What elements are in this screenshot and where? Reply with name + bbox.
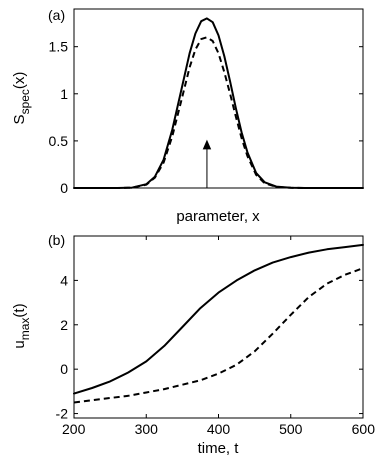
panel-a-series-solid bbox=[73, 17, 364, 189]
panel-a-arrow bbox=[202, 139, 212, 188]
panel-a-axes-frame bbox=[73, 8, 364, 189]
panel-a-y-tick-label: 0 bbox=[60, 180, 68, 196]
panel-a: (a) 0 0.5 1 1.5 parameter, x Sspec(x) bbox=[11, 7, 364, 225]
panel-b-series-solid bbox=[73, 243, 364, 395]
panel-a-y-axis-label: Sspec(x) bbox=[11, 72, 32, 125]
panel-b-y-tick-label: 0 bbox=[60, 361, 68, 377]
panel-a-y-tick-label: 1.5 bbox=[49, 39, 69, 55]
panel-a-label: (a) bbox=[48, 7, 65, 23]
panel-a-y-label-sub: spec bbox=[18, 89, 32, 114]
panel-b-x-axis-label: time, t bbox=[198, 440, 240, 457]
panel-b-x-tick-label: 500 bbox=[279, 421, 303, 437]
panel-b-series-dashed bbox=[73, 267, 364, 404]
panel-b-y-tick-label: 4 bbox=[60, 272, 68, 288]
panel-b-y-tick-label: -2 bbox=[56, 406, 69, 422]
panel-b-plot-area bbox=[73, 243, 364, 404]
panel-b-y-tick-label: 2 bbox=[60, 317, 68, 333]
panel-b-x-tick-label: 400 bbox=[207, 421, 231, 437]
panel-a-plot-area bbox=[73, 17, 364, 189]
panel-b-x-tick-label: 600 bbox=[352, 421, 376, 437]
panel-b-x-ticks: 200 300 400 500 600 bbox=[62, 236, 375, 437]
panel-b-y-label-main: u bbox=[11, 340, 28, 348]
panel-a-y-tick-label: 0.5 bbox=[49, 133, 69, 149]
panel-a-y-tick-label: 1 bbox=[60, 86, 68, 102]
panel-a-arrow-head bbox=[202, 139, 212, 150]
panel-b-y-ticks: -2 0 2 4 bbox=[56, 272, 363, 422]
panel-b-x-tick-label: 300 bbox=[135, 421, 159, 437]
panel-b-y-label-sub: max bbox=[18, 318, 32, 341]
panel-b: (b) 200 300 400 500 600 -2 0 2 4 time, t umax(t… bbox=[11, 232, 375, 457]
panel-a-y-label-tail: (x) bbox=[11, 72, 28, 90]
panel-b-x-tick-label: 200 bbox=[62, 421, 86, 437]
panel-a-x-axis-label: parameter, x bbox=[176, 208, 260, 225]
panel-b-axes-frame bbox=[73, 235, 364, 419]
panel-a-y-label-main: S bbox=[11, 114, 28, 124]
panel-a-y-ticks: 0 0.5 1 1.5 bbox=[49, 39, 363, 196]
panel-b-y-label-tail: (t) bbox=[11, 303, 28, 317]
panel-a-series-dashed bbox=[74, 36, 363, 189]
panel-b-label: (b) bbox=[48, 232, 65, 248]
panel-b-y-axis-label: umax(t) bbox=[11, 303, 32, 348]
